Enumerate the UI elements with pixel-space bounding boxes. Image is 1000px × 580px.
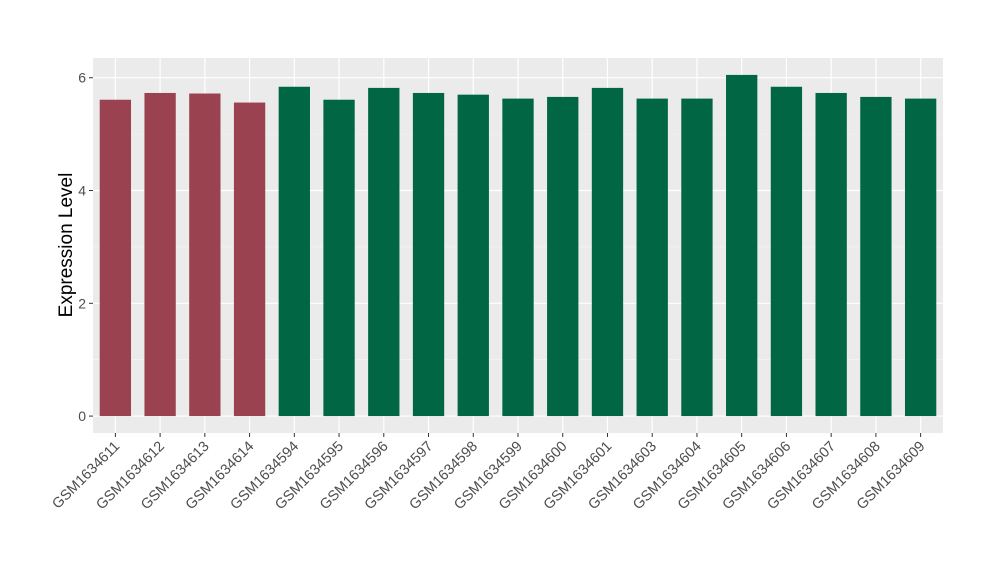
- bar-GSM1634611: [99, 99, 132, 417]
- bar-GSM1634605: [726, 74, 758, 417]
- y-axis-label: Expression Level: [56, 173, 77, 318]
- bar-GSM1634597: [412, 92, 445, 417]
- bar-GSM1634598: [457, 94, 489, 417]
- bar-GSM1634603: [636, 98, 668, 417]
- bar-GSM1634607: [815, 92, 847, 417]
- bar-GSM1634595: [323, 99, 355, 417]
- bar-GSM1634599: [502, 98, 534, 417]
- bar-GSM1634594: [278, 86, 310, 417]
- bar-GSM1634601: [591, 87, 624, 417]
- bar-GSM1634609: [904, 98, 937, 417]
- y-axis: 0 2 4 6: [78, 70, 93, 424]
- x-axis: GSM1634611GSM1634612GSM1634613GSM1634614…: [49, 433, 928, 513]
- bar-GSM1634613: [189, 93, 221, 417]
- bar-GSM1634600: [547, 96, 579, 417]
- bar-GSM1634604: [681, 98, 713, 417]
- bar-GSM1634606: [770, 86, 803, 417]
- bar-GSM1634614: [233, 102, 266, 417]
- y-tick-label: 6: [78, 70, 86, 86]
- bars: [99, 74, 937, 417]
- bar-GSM1634608: [860, 96, 892, 417]
- y-tick-label: 0: [78, 408, 86, 424]
- y-tick-label: 4: [78, 183, 86, 199]
- bar-GSM1634596: [368, 87, 400, 417]
- bar-GSM1634612: [144, 92, 176, 417]
- y-tick-label: 2: [78, 295, 86, 311]
